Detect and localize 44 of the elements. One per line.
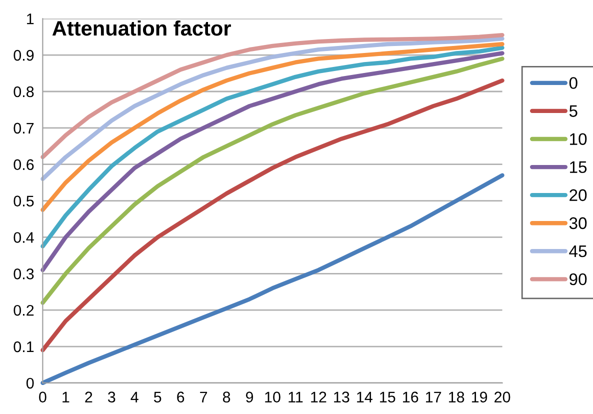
y-tick-label: 0.4 — [14, 232, 34, 243]
x-tick-label: 2 — [85, 392, 92, 402]
legend-label: 10 — [570, 133, 587, 145]
x-tick-label: 0 — [39, 392, 46, 403]
legend-label: 0 — [569, 77, 578, 89]
x-tick-label: 14 — [357, 392, 372, 402]
x-tick-label: 16 — [403, 392, 418, 403]
x-tick-label: 12 — [311, 392, 326, 402]
x-tick-label: 20 — [494, 392, 510, 403]
x-tick-label: 11 — [288, 392, 303, 402]
x-tick-label: 7 — [200, 392, 208, 402]
y-tick-label: 0.6 — [14, 159, 34, 170]
legend-label: 90 — [570, 273, 587, 286]
x-tick-label: 4 — [130, 392, 138, 402]
x-tick-label: 13 — [334, 392, 350, 403]
x-tick-label: 3 — [108, 392, 116, 403]
y-tick-label: 1 — [27, 14, 34, 24]
x-tick-label: 17 — [426, 392, 442, 402]
y-tick-label: 0.7 — [14, 122, 34, 134]
chart-title: Attenuation factor — [52, 20, 231, 36]
y-tick-label: 0.3 — [14, 268, 34, 280]
x-tick-label: 10 — [265, 392, 280, 403]
x-tick-label: 18 — [448, 392, 464, 403]
y-tick-label: 0.9 — [14, 50, 34, 61]
y-tick-label: 0.5 — [14, 196, 34, 206]
y-tick-label: 0.2 — [14, 304, 34, 316]
line-series — [40, 36, 504, 182]
legend-label: 5 — [569, 105, 578, 117]
x-tick-label: 6 — [177, 392, 184, 403]
legend-label: 30 — [569, 217, 587, 230]
x-tick-label: 19 — [472, 392, 488, 403]
x-tick-label: 9 — [246, 392, 254, 403]
legend-label: 45 — [569, 246, 587, 258]
x-tick-label: 5 — [154, 392, 162, 403]
legend-label: 15 — [570, 161, 587, 174]
x-tick-label: 15 — [380, 392, 396, 403]
y-tick-label: 0.8 — [14, 86, 34, 98]
x-tick-label: 8 — [222, 392, 230, 403]
line-series — [40, 42, 504, 212]
legend-label: 20 — [570, 189, 587, 202]
line-series — [40, 78, 504, 352]
y-tick-label: 0.1 — [14, 341, 34, 352]
x-tick-label: 1 — [62, 392, 70, 402]
y-tick-label: 0 — [26, 378, 34, 389]
